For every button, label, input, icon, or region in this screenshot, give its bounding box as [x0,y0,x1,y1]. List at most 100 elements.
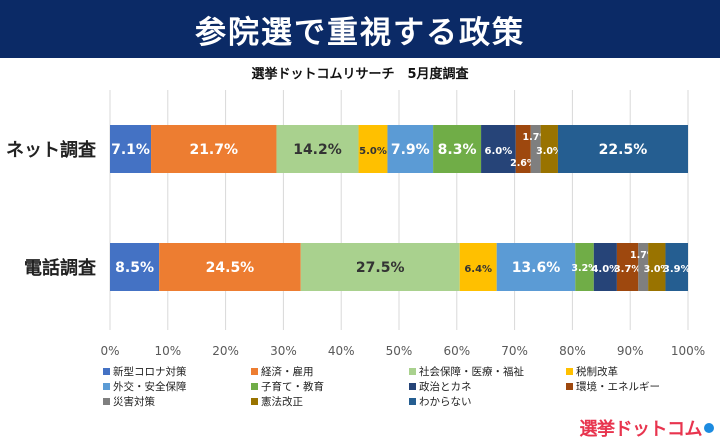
bar-segment [593,243,617,291]
x-tick-label: 40% [328,344,355,358]
bar-segment [496,243,576,291]
bar-segment [638,243,649,291]
bar-segment [358,125,388,173]
legend-swatch [251,383,258,390]
legend-swatch [409,383,416,390]
legend-item: 災害対策 [103,394,155,409]
bar-segment [648,243,666,291]
bar-segment [575,243,594,291]
data-label: 1.7% [523,132,550,143]
data-label: 13.6% [512,260,561,276]
data-label: 3.0% [644,264,671,275]
legend-item: 新型コロナ対策 [103,364,187,379]
data-label: 1.7% [630,250,657,261]
data-label: 7.9% [391,142,430,158]
data-label: 6.0% [485,146,513,157]
legend-item: 外交・安全保障 [103,379,187,394]
x-tick-label: 60% [443,344,470,358]
data-label: 3.7% [614,264,642,275]
x-tick-label: 100% [671,344,705,358]
data-label: 24.5% [206,260,255,276]
stacked-bar-chart: 7.1% 21.7% 14.2% 5.0% 7.9% 8.3% 6.0%2.6% 1.7% 3.… [6,90,705,358]
bars: 7.1% 21.7% 14.2% 5.0% 7.9% 8.3% 6.0%2.6% 1.7% 3.… [110,125,691,291]
x-axis-ticks: 0% 10% 20% 30% 40% 50% 60% 70% 80% 90% 100% [100,344,705,358]
bar-segment [110,125,152,173]
legend-item: わからない [409,394,472,409]
bar-segment [481,125,516,173]
legend-swatch [103,368,110,375]
data-label: 8.3% [438,142,477,158]
legend-label: わからない [419,396,472,408]
x-tick-label: 0% [100,344,119,358]
page-title: 参院選で重視する政策 [195,14,525,51]
bar-segment [540,125,558,173]
legend-item: 政治とカネ [409,379,472,394]
bar-segment [276,125,359,173]
chart-title: 選挙ドットコムリサーチ 5月度調査 [251,67,469,82]
legend-item: 税制改革 [566,364,618,379]
x-tick-label: 20% [212,344,239,358]
title-banner: 参院選で重視する政策 [0,0,720,58]
logo-dot-icon [704,423,714,433]
legend-item: 憲法改正 [251,394,303,409]
x-tick-label: 70% [501,344,528,358]
bar-segment [530,125,541,173]
category-label: ネット調査 [6,139,96,161]
data-label: 3.0% [536,146,563,157]
legend-label: 経済・雇用 [261,366,314,378]
bar-segment [515,125,531,173]
x-tick-label: 10% [154,344,181,358]
legend-label: 環境・エネルギー [576,381,660,393]
bar-segment [459,243,497,291]
data-label: 14.2% [293,142,342,158]
bar-segment [300,243,460,291]
data-label: 2.6% [510,158,537,169]
legend-swatch [566,368,573,375]
legend-label: 政治とカネ [419,381,472,393]
bar-segment [616,243,639,291]
x-tick-label: 50% [386,344,413,358]
bar-segment [159,243,301,291]
data-label: 7.1% [111,142,150,158]
data-label: 8.5% [115,260,154,276]
legend-swatch [103,383,110,390]
legend-swatch [251,368,258,375]
legend-swatch [103,398,110,405]
category-label: 電話調査 [24,257,96,279]
x-tick-label: 80% [559,344,586,358]
legend-swatch [566,383,573,390]
bar-segment [387,125,434,173]
legend-label: 子育て・教育 [261,381,324,393]
legend-item: 社会保障・医療・福祉 [409,364,524,379]
data-label: 3.9% [663,264,691,275]
legend-label: 社会保障・医療・福祉 [419,366,524,378]
legend-swatch [251,398,258,405]
legend-label: 外交・安全保障 [113,381,187,393]
legend-swatch [409,368,416,375]
bar-segment [110,243,160,291]
data-label: 27.5% [356,260,405,276]
legend-item: 子育て・教育 [251,379,324,394]
data-label: 5.0% [359,146,387,157]
legend-item: 経済・雇用 [251,364,314,379]
data-label: 21.7% [189,142,238,158]
data-label: 6.4% [464,264,492,275]
legend-label: 新型コロナ対策 [113,366,187,378]
legend-label: 憲法改正 [261,396,303,408]
legend-label: 災害対策 [113,396,155,408]
legend-item: 環境・エネルギー [566,379,660,394]
legend-swatch [409,398,416,405]
logo-text: 選挙ドットコム [579,419,703,440]
data-label: 4.0% [591,264,619,275]
data-label: 3.2% [571,263,598,274]
logo: 選挙ドットコム [579,415,714,441]
bar-segment [151,125,277,173]
bar-segment [557,125,688,173]
data-label: 22.5% [599,142,648,158]
bar-segment [433,125,482,173]
x-tick-label: 90% [617,344,644,358]
legend-label: 税制改革 [576,366,618,378]
x-tick-label: 30% [270,344,297,358]
bar-segment [665,243,688,291]
